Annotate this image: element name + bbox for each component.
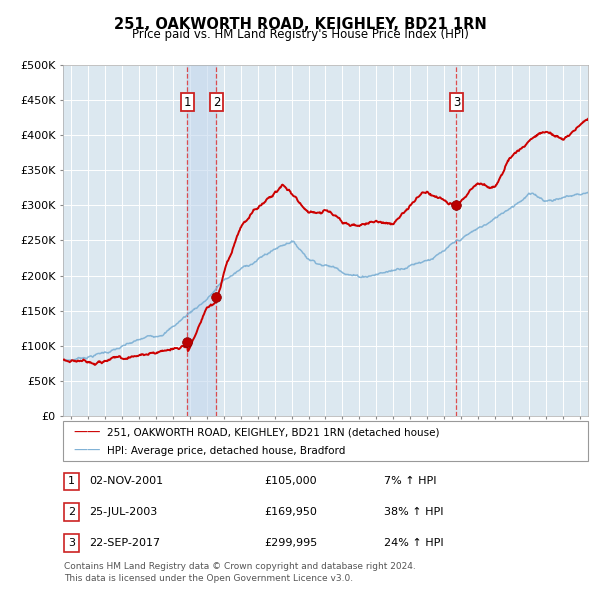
Text: £105,000: £105,000 — [264, 477, 317, 486]
Text: 3: 3 — [68, 538, 75, 548]
Text: ——: —— — [74, 425, 101, 440]
Text: 251, OAKWORTH ROAD, KEIGHLEY, BD21 1RN (detached house): 251, OAKWORTH ROAD, KEIGHLEY, BD21 1RN (… — [107, 428, 439, 438]
Text: £299,995: £299,995 — [264, 538, 317, 548]
Text: 02-NOV-2001: 02-NOV-2001 — [89, 477, 163, 486]
Text: Price paid vs. HM Land Registry's House Price Index (HPI): Price paid vs. HM Land Registry's House … — [131, 28, 469, 41]
Text: Contains HM Land Registry data © Crown copyright and database right 2024.: Contains HM Land Registry data © Crown c… — [64, 562, 416, 571]
Text: 2: 2 — [212, 96, 220, 109]
Text: 251, OAKWORTH ROAD, KEIGHLEY, BD21 1RN: 251, OAKWORTH ROAD, KEIGHLEY, BD21 1RN — [113, 17, 487, 31]
Text: 7% ↑ HPI: 7% ↑ HPI — [384, 477, 437, 486]
Text: 2: 2 — [68, 507, 75, 517]
Bar — [187, 65, 217, 416]
Text: This data is licensed under the Open Government Licence v3.0.: This data is licensed under the Open Gov… — [64, 574, 353, 583]
Text: ——: —— — [74, 444, 101, 458]
Text: 22-SEP-2017: 22-SEP-2017 — [89, 538, 160, 548]
Text: 1: 1 — [184, 96, 191, 109]
Text: 38% ↑ HPI: 38% ↑ HPI — [384, 507, 443, 517]
Text: 1: 1 — [68, 477, 75, 486]
Text: £169,950: £169,950 — [264, 507, 317, 517]
Text: 25-JUL-2003: 25-JUL-2003 — [89, 507, 157, 517]
Text: 3: 3 — [453, 96, 460, 109]
Text: HPI: Average price, detached house, Bradford: HPI: Average price, detached house, Brad… — [107, 447, 345, 456]
Text: 24% ↑ HPI: 24% ↑ HPI — [384, 538, 443, 548]
